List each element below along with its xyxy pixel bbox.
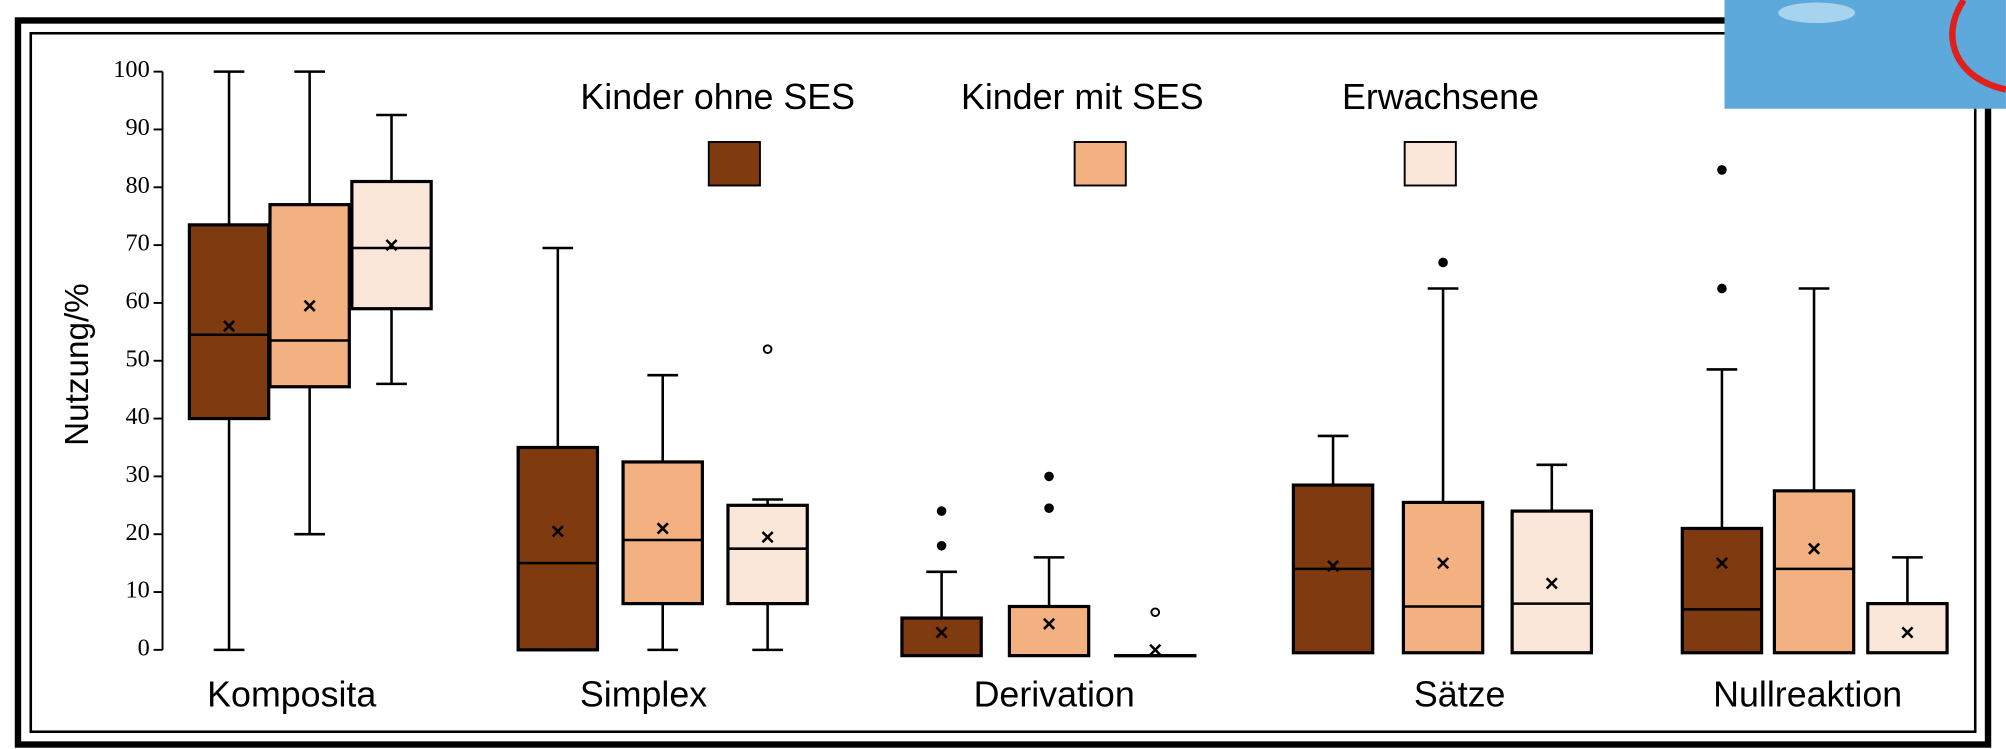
y-tick-label: 0 xyxy=(138,634,150,661)
outlier xyxy=(938,542,946,550)
box xyxy=(902,618,981,656)
thumbnail-shape xyxy=(1778,3,1855,23)
box xyxy=(1009,606,1088,655)
box xyxy=(189,225,268,419)
category-label: Sätze xyxy=(1414,675,1506,715)
outlier xyxy=(764,345,772,353)
legend-swatch xyxy=(1075,142,1126,185)
outlier xyxy=(938,507,946,515)
legend-swatch xyxy=(1405,142,1456,185)
outlier xyxy=(1045,504,1053,512)
box xyxy=(1403,502,1482,652)
box xyxy=(1774,491,1853,653)
box xyxy=(518,447,597,649)
legend-swatch xyxy=(709,142,760,185)
y-tick-label: 20 xyxy=(125,519,149,546)
box xyxy=(270,205,349,387)
outlier xyxy=(1718,166,1726,174)
legend-label: Kinder ohne SES xyxy=(580,77,855,117)
y-tick-label: 90 xyxy=(125,114,149,141)
y-tick-label: 50 xyxy=(125,345,149,372)
outlier xyxy=(1151,608,1159,616)
page: {"chart_data": {"type": "box", "y_label"… xyxy=(0,0,2006,749)
y-tick-label: 60 xyxy=(125,288,149,315)
outlier xyxy=(1439,259,1447,267)
category-label: Simplex xyxy=(580,675,707,715)
y-tick-label: 70 xyxy=(125,230,149,257)
y-tick-label: 10 xyxy=(125,577,149,604)
category-label: Komposita xyxy=(207,675,376,715)
y-tick-label: 30 xyxy=(125,461,149,488)
chart: Nutzung/% 0 10 20 30 40 50 60 70 80 90 100 Kinder o… xyxy=(0,0,2006,749)
y-tick-label: 80 xyxy=(125,172,149,199)
y-tick-label: 40 xyxy=(125,403,149,430)
box xyxy=(728,505,807,603)
category-label: Derivation xyxy=(974,675,1135,715)
y-axis-label: Nutzung/% xyxy=(59,283,96,446)
box xyxy=(1682,528,1761,652)
video-thumbnail xyxy=(1724,0,2005,109)
box xyxy=(623,462,702,604)
box xyxy=(1868,604,1947,653)
thumbnail-bg xyxy=(1724,0,2005,109)
category-label: Nullreaktion xyxy=(1713,675,1902,715)
legend-label: Kinder mit SES xyxy=(961,77,1204,117)
legend-label: Erwachsene xyxy=(1342,77,1539,117)
y-tick-label: 100 xyxy=(113,56,149,83)
outlier xyxy=(1045,473,1053,481)
outlier xyxy=(1718,285,1726,293)
